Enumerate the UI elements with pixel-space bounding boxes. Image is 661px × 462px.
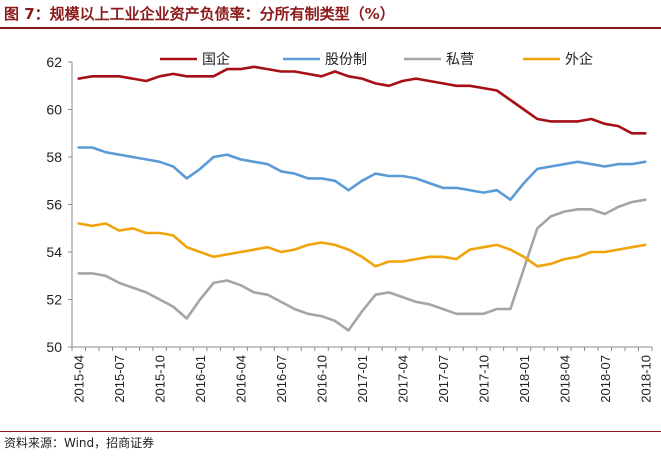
legend-label: 股份制 [325,51,367,67]
y-tick-label: 50 [46,339,62,355]
x-tick-label: 2018-07 [598,355,613,403]
y-tick-label: 52 [46,292,62,308]
title-rule [0,27,661,29]
y-tick-label: 56 [46,197,62,213]
legend-label: 国企 [202,51,230,67]
y-tick-label: 60 [46,102,62,118]
line-chart: 50 52 54 56 58 60 62 2015-04 2015-07 2015-10 2016-… [46,51,653,403]
x-tick-label: 2016-01 [193,355,208,403]
source-note: 资料来源：Wind，招商证券 [4,436,155,450]
series-line [77,146,647,201]
x-tick-label: 2017-10 [476,355,491,403]
legend-label: 私营 [446,51,474,67]
figure-title: 图 7：规模以上工业企业资产负债率：分所有制类型（%） [4,5,395,23]
x-tick-label: 2016-10 [315,355,330,403]
legend-label: 外企 [565,51,593,67]
x-tick-label: 2017-01 [355,355,370,403]
x-tick-label: 2017-07 [436,355,451,403]
chart-axes: 50 52 54 56 58 60 62 2015-04 2015-07 2015-10 2016-… [46,54,653,403]
x-tick-label: 2018-04 [557,355,572,403]
x-tick-label: 2018-10 [638,355,653,403]
y-tick-label: 62 [46,54,62,70]
x-tick-label: 2017-04 [395,355,410,403]
chart-legend: 国企 股份制 私营 外企 [160,51,593,67]
series-line [77,65,647,135]
x-tick-label: 2015-10 [153,355,168,403]
chart-series [77,65,647,332]
x-tick-label: 2016-07 [274,355,289,403]
source-rule [0,431,661,432]
x-tick-label: 2015-07 [112,355,127,403]
x-tick-label: 2015-04 [72,355,87,403]
x-tick-label: 2016-04 [234,355,249,403]
x-tick-label: 2018-01 [517,355,532,403]
series-line [77,222,647,268]
y-tick-label: 54 [46,244,62,260]
y-tick-label: 58 [46,149,62,165]
series-line [77,198,647,332]
